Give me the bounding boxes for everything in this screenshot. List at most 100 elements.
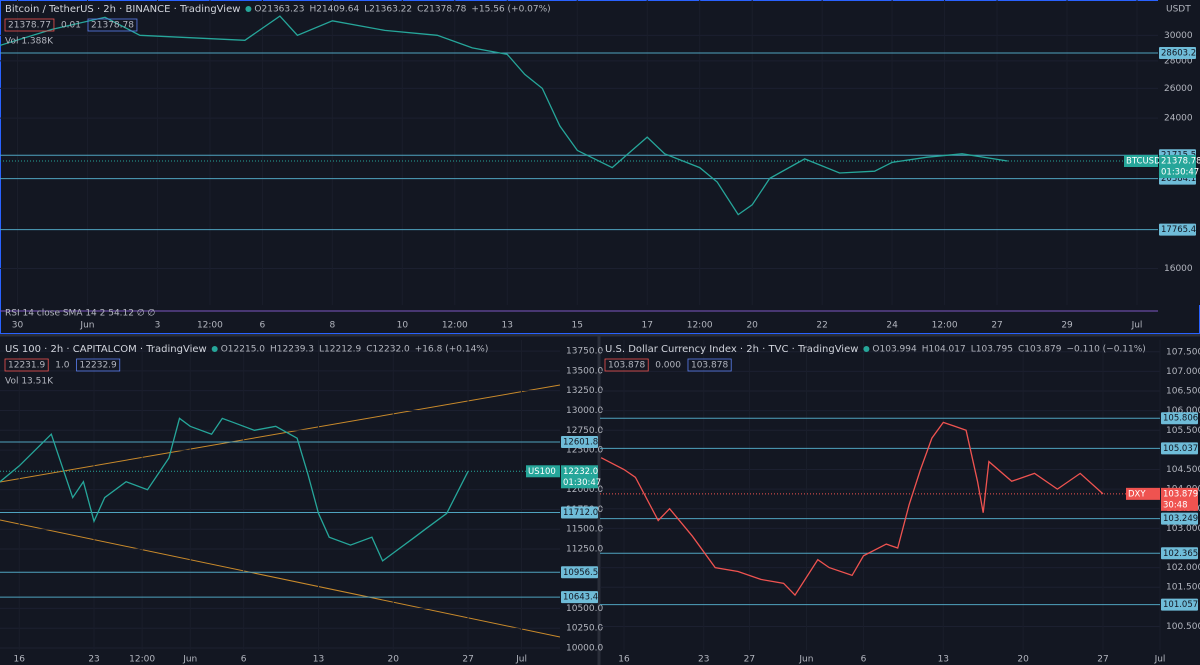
x-tick-label: 27 — [1097, 655, 1108, 665]
x-tick-label: Jul — [1154, 655, 1166, 665]
symbol-title: US 100 · 2h · CAPITALCOM · TradingView — [5, 344, 207, 355]
level-label: 103.249 — [1163, 514, 1198, 524]
level-label: 105.806 — [1163, 414, 1198, 424]
level-label-bg — [561, 591, 598, 604]
ohlc-value: O21363.23 — [254, 5, 304, 15]
level-label-bg — [561, 566, 598, 579]
x-tick-label: 23 — [698, 655, 709, 665]
x-tick-label: 20 — [1017, 655, 1029, 665]
y-tick-label: 13250.0 — [566, 386, 603, 396]
ohlc-value: H21409.64 — [309, 5, 359, 15]
quote-box-border — [76, 358, 121, 372]
x-tick-label: 27 — [991, 321, 1002, 331]
y-tick-label: 107.000 — [1166, 367, 1200, 377]
ohlc-value: O12215.0 — [221, 345, 266, 355]
level-label-bg — [561, 436, 598, 449]
x-tick-label: 23 — [88, 655, 99, 665]
quote-box: 103.878 — [608, 361, 645, 371]
y-tick-label: 11250.0 — [566, 545, 603, 555]
x-tick-label: 13 — [502, 321, 513, 331]
x-tick-label: 27 — [462, 655, 473, 665]
status-dot — [245, 6, 252, 12]
y-tick-label: 10000.0 — [566, 644, 603, 654]
quote-box-border — [687, 358, 732, 372]
ohlc-value: C103.879 — [1018, 345, 1062, 355]
quote-box: 1.0 — [55, 361, 70, 371]
y-tick-label: 13000.0 — [566, 406, 603, 416]
quote-box: 12231.9 — [8, 361, 45, 371]
x-tick-label: 12:00 — [932, 321, 958, 331]
level-label: 17765.48 — [1161, 225, 1200, 235]
ohlc-value: +16.8 (+0.14%) — [415, 345, 489, 355]
level-label: 12601.8 — [563, 438, 598, 448]
x-tick-label: 20 — [746, 321, 758, 331]
y-tick-label: 28000 — [1164, 56, 1193, 66]
symbol-tag-text: DXY — [1128, 489, 1146, 499]
x-tick-label: 6 — [241, 655, 247, 665]
countdown: 01:30:47 — [1161, 168, 1199, 178]
level-label: 105.037 — [1163, 444, 1198, 454]
last-price-text: 103.879 — [1163, 489, 1198, 499]
y-tick-label: 107.500 — [1166, 347, 1200, 357]
x-tick-label: 29 — [1061, 321, 1073, 331]
quote-box-border — [87, 18, 138, 32]
volume-label: Vol 1.388K — [5, 37, 54, 47]
level-label-bg — [1161, 547, 1198, 560]
level-label-bg — [1161, 412, 1198, 425]
ohlc-value: C12232.0 — [366, 345, 410, 355]
x-tick-label: Jun — [182, 655, 197, 665]
y-tick-label: 24000 — [1164, 114, 1193, 124]
indicator-label: RSI 14 close SMA 14 2 54.12 ∅ ∅ — [5, 309, 155, 319]
y-tick-label: 16000 — [1164, 264, 1193, 274]
symbol-tag — [1126, 487, 1160, 500]
y-tick-label: 12750.0 — [566, 426, 603, 436]
status-dot — [211, 346, 218, 352]
x-tick-label: 24 — [886, 321, 898, 331]
last-price-text: 21378.78 — [1161, 157, 1200, 167]
y-tick-label: 106.500 — [1166, 387, 1200, 397]
y-tick-label: 100.500 — [1166, 622, 1200, 632]
y-tick-label: 26000 — [1164, 84, 1193, 94]
y-tick-label: 30000 — [1164, 31, 1193, 41]
x-tick-label: 8 — [329, 321, 335, 331]
level-label: 102.365 — [1163, 549, 1198, 559]
symbol-tag-text: US100 — [528, 467, 556, 477]
y-tick-label: 12000.0 — [566, 485, 603, 495]
last-price-tag — [561, 465, 598, 489]
level-label-bg — [1159, 223, 1196, 236]
trend-line — [0, 519, 561, 638]
level-label: 11712.0 — [563, 508, 598, 518]
level-label-bg — [561, 506, 598, 519]
y-tick-label: 101.500 — [1166, 583, 1200, 593]
x-tick-label: 17 — [641, 321, 652, 331]
x-tick-label: 16 — [14, 655, 26, 665]
y-tick-label: 13750.0 — [566, 347, 603, 357]
last-price-text: 12232.0 — [563, 467, 598, 477]
last-price-tag — [1161, 487, 1198, 511]
quote-box-border — [4, 358, 49, 372]
ohlc-value: C21378.78 — [417, 5, 467, 15]
y-tick-label: 10250.0 — [566, 624, 603, 634]
quote-box: 21378.77 — [8, 21, 51, 31]
ohlc-value: H12239.3 — [270, 345, 314, 355]
x-tick-label: 20 — [388, 655, 400, 665]
symbol-tag — [526, 465, 560, 478]
level-label: 101.057 — [1163, 600, 1198, 610]
x-tick-label: 12:00 — [129, 655, 155, 665]
x-tick-label: 12:00 — [687, 321, 713, 331]
y-tick-label: 10500.0 — [566, 604, 603, 614]
countdown: 01:30:47 — [563, 478, 601, 488]
level-label: 28603.25 — [1161, 49, 1200, 59]
quote-box: 0.000 — [655, 361, 681, 371]
x-tick-label: 13 — [938, 655, 949, 665]
y-tick-label: 11500.0 — [566, 525, 603, 535]
y-tick-label: 102.000 — [1166, 563, 1200, 573]
price-line — [0, 417, 469, 562]
y-tick-label: 103.000 — [1166, 524, 1200, 534]
level-label-bg — [1161, 512, 1198, 525]
level-label-bg — [1159, 47, 1196, 60]
y-tick-label: 105.500 — [1166, 426, 1200, 436]
x-tick-label: 10 — [397, 321, 409, 331]
level-label: 10643.4 — [563, 593, 598, 603]
